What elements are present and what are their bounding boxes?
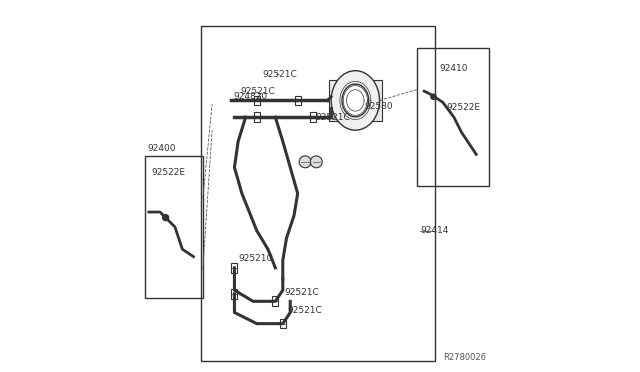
Bar [273,296,278,306]
Bar [294,96,301,105]
Bar [201,26,435,361]
Circle shape [299,156,311,168]
Bar [232,289,237,299]
Text: 92521C: 92521C [262,70,297,79]
Text: 92410: 92410 [439,64,468,73]
Bar [280,319,286,328]
Text: 92521C: 92521C [238,254,273,263]
Text: 924820: 924820 [234,92,268,101]
Bar [145,156,203,298]
Circle shape [163,215,168,221]
Text: 92414: 92414 [420,226,449,235]
Bar [310,112,316,122]
Text: 92521C: 92521C [315,113,350,122]
Text: 92521C: 92521C [287,306,322,315]
Ellipse shape [331,71,380,130]
Ellipse shape [342,84,369,117]
Text: 92522E: 92522E [151,169,185,177]
Text: R2780026: R2780026 [443,353,486,362]
Circle shape [431,94,436,99]
Text: 92521C: 92521C [285,288,319,296]
Bar [417,48,489,186]
Bar [329,80,382,121]
Text: 92522E: 92522E [447,103,481,112]
Bar [254,112,260,122]
Text: 92400: 92400 [147,144,175,153]
Text: 92580: 92580 [365,102,393,110]
Circle shape [310,156,322,168]
Bar [254,96,260,105]
Text: 92521C: 92521C [240,87,275,96]
Bar [232,263,237,273]
